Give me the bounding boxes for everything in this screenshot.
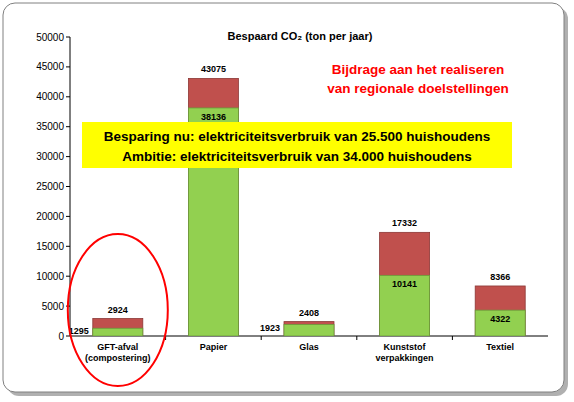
- title: Bespaard CO₂ (ton per jaar): [228, 30, 373, 42]
- y-tick-label: 25000: [36, 181, 64, 192]
- text-line: Textiel: [486, 342, 514, 352]
- text-line: Bijdrage aan het realiseren: [332, 62, 505, 77]
- bar: [475, 286, 525, 336]
- data-label: 43075: [201, 64, 226, 74]
- data-label: 4322: [490, 314, 510, 324]
- data-label: 2408: [299, 308, 319, 318]
- data-labels: 2924 43075 2408 17332 8366 1295 38136 1923 10141…: [69, 64, 510, 336]
- data-label: 10141: [392, 279, 417, 289]
- text-line: Glas: [299, 342, 319, 352]
- data-label: 8366: [490, 272, 510, 282]
- bar: [284, 322, 334, 336]
- bar: [380, 232, 430, 336]
- x-tick: [261, 336, 262, 340]
- bar: [93, 319, 143, 336]
- y-tick: [66, 156, 70, 157]
- highlight-ellipse: [68, 234, 168, 386]
- chart: Bespaard CO₂ (ton per jaar) 0 5000 10000 150…: [0, 0, 574, 402]
- text-line: Kunststof: [384, 342, 427, 352]
- bar: [188, 78, 238, 336]
- y-tick-label: 15000: [36, 241, 64, 252]
- y-tick-label: 35000: [36, 121, 64, 132]
- x-tick-label: GFT-afval(compostering): [85, 342, 151, 363]
- y-tick: [66, 276, 70, 277]
- data-label: 38136: [201, 112, 226, 122]
- y-tick: [66, 66, 70, 67]
- y-tick-label: 20000: [36, 211, 64, 222]
- y-tick-label: 0: [58, 331, 64, 342]
- text-line: Papier: [200, 342, 228, 352]
- frame: [3, 3, 564, 392]
- x-tick-label: Papier: [200, 342, 228, 352]
- y-tick-label: 45000: [36, 61, 64, 72]
- data-label: 1295: [69, 326, 89, 336]
- x-tick-label: Glas: [299, 342, 319, 352]
- bar: [475, 310, 525, 336]
- y-tick-label: 40000: [36, 91, 64, 102]
- annotation: Besparing nu: elektriciteitsverbruik van…: [104, 129, 490, 144]
- bar: [93, 328, 143, 336]
- y-tick-label: 10000: [36, 271, 64, 282]
- bar: [284, 325, 334, 336]
- data-label: 2924: [108, 305, 128, 315]
- y-tick-label: 50000: [36, 32, 64, 43]
- x-tick-label: Textiel: [486, 342, 514, 352]
- y-tick: [66, 246, 70, 247]
- annotation: Bijdrage aan het realiseren van regionale…: [327, 62, 509, 96]
- text-line: (compostering): [85, 353, 151, 363]
- bar: [380, 275, 430, 336]
- y-tick: [66, 126, 70, 127]
- data-label: 1923: [260, 323, 280, 333]
- y-tick: [66, 37, 70, 38]
- y-tick: [66, 186, 70, 187]
- x-tick-label: Kunststofverpakkingen: [376, 342, 434, 363]
- data-label: 17332: [392, 218, 417, 228]
- annotation: Ambitie: elektriciteitsverbruik van 34.0…: [122, 149, 472, 164]
- y-tick-label: 5000: [42, 301, 65, 312]
- x-tick: [356, 336, 357, 340]
- text-line: verpakkingen: [376, 353, 434, 363]
- text-line: van regionale doelstellingen: [327, 81, 509, 96]
- text-line: GFT-afval: [97, 342, 138, 352]
- highlight-box: [82, 122, 512, 168]
- y-tick: [66, 96, 70, 97]
- y-tick: [66, 216, 70, 217]
- bars: [93, 78, 525, 336]
- y-tick-label: 30000: [36, 151, 64, 162]
- x-tick: [452, 336, 453, 340]
